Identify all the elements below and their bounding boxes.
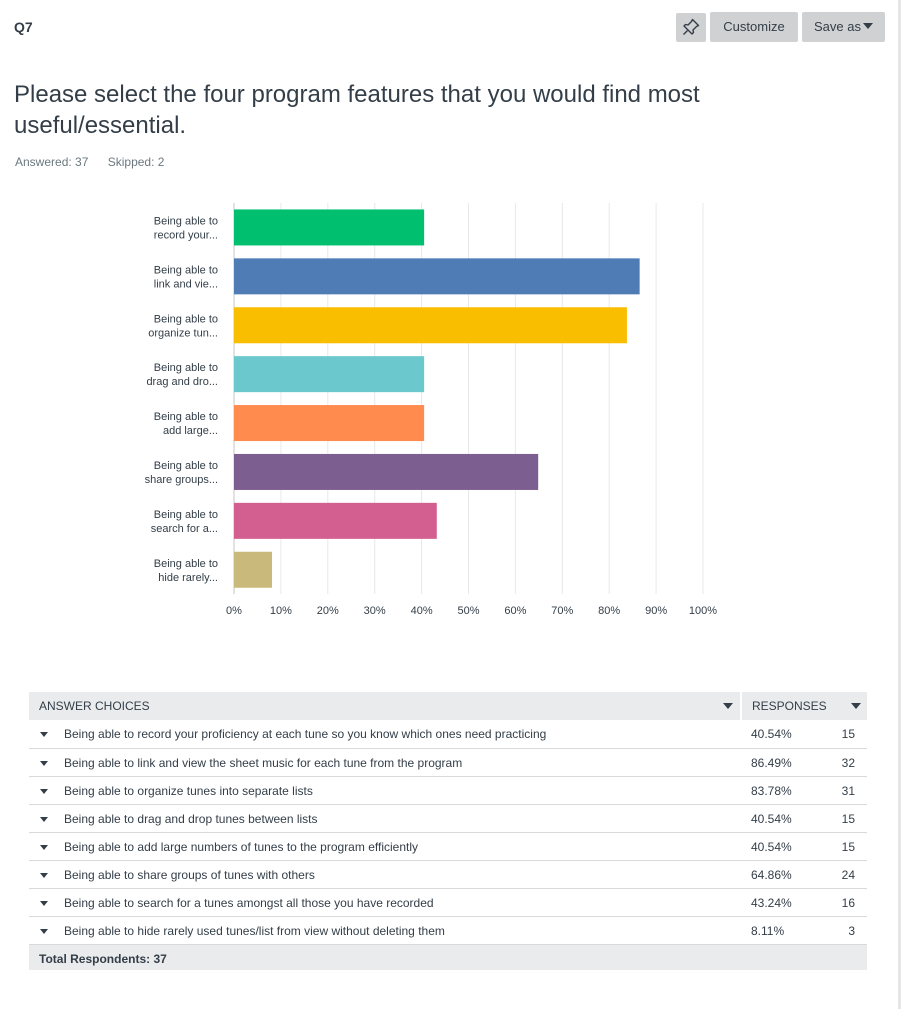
caret-down-icon[interactable] xyxy=(723,703,733,709)
save-as-button[interactable]: Save as xyxy=(802,12,885,42)
table-header-row: ANSWER CHOICES RESPONSES xyxy=(29,692,867,720)
answer-choice: Being able to organize tunes into separa… xyxy=(64,783,313,798)
bar-chart: 0% 10% 20% 30% 40% 50% 60% 70% 80% 90% 100% Being a… xyxy=(145,203,717,617)
expand-caret-icon[interactable] xyxy=(40,844,48,850)
category-label: Being able to xyxy=(154,313,218,325)
response-count: 32 xyxy=(841,755,855,770)
bar xyxy=(234,258,640,295)
expand-caret-icon[interactable] xyxy=(40,732,48,737)
bar xyxy=(234,551,273,588)
response-percent: 40.54% xyxy=(751,839,792,854)
caret-down-icon xyxy=(862,23,873,29)
responses-header-label: RESPONSES xyxy=(752,699,827,713)
table-row: Being able to add large numbers of tunes… xyxy=(29,832,867,861)
category-label: link and vie... xyxy=(154,278,218,290)
answer-choice: Being able to add large numbers of tunes… xyxy=(64,839,418,854)
response-count: 3 xyxy=(848,923,855,938)
answer-choice: Being able to search for a tunes amongst… xyxy=(64,895,434,910)
table-row: Being able to drag and drop tunes betwee… xyxy=(29,804,867,833)
bar xyxy=(234,307,627,344)
x-tick-label: 0% xyxy=(226,605,242,617)
category-label: add large... xyxy=(163,425,218,437)
response-percent: 43.24% xyxy=(751,895,792,910)
table-row: Being able to hide rarely used tunes/lis… xyxy=(29,916,867,945)
answer-choices-header[interactable]: ANSWER CHOICES xyxy=(29,692,741,720)
responses-header[interactable]: RESPONSES xyxy=(740,692,867,720)
total-respondents: Total Respondents: 37 xyxy=(39,951,167,966)
answer-choices-header-label: ANSWER CHOICES xyxy=(39,699,150,713)
response-count: 15 xyxy=(841,811,855,826)
bar xyxy=(234,453,539,490)
response-percent: 64.86% xyxy=(751,867,792,882)
category-label: organize tun... xyxy=(148,327,218,339)
expand-caret-icon[interactable] xyxy=(40,928,48,934)
x-tick-label: 60% xyxy=(504,605,526,617)
response-percent: 86.49% xyxy=(751,755,792,770)
bar xyxy=(234,502,437,539)
x-tick-label: 40% xyxy=(411,605,433,617)
category-label: Being able to xyxy=(154,460,218,472)
x-tick-label: 50% xyxy=(457,605,479,617)
answer-choice: Being able to share groups of tunes with… xyxy=(64,867,315,882)
expand-caret-icon[interactable] xyxy=(40,872,48,878)
category-label: Being able to xyxy=(154,509,218,521)
answer-choice: Being able to hide rarely used tunes/lis… xyxy=(64,923,445,938)
category-label: Being able to xyxy=(154,264,218,276)
category-label: Being able to xyxy=(154,362,218,374)
bar xyxy=(234,356,425,393)
answer-choice: Being able to drag and drop tunes betwee… xyxy=(64,811,318,826)
customize-button[interactable]: Customize xyxy=(710,12,798,42)
x-tick-label: 30% xyxy=(364,605,386,617)
table-row: Being able to search for a tunes amongst… xyxy=(29,888,867,917)
answered-count: Answered: 37 xyxy=(15,155,89,169)
pin-icon xyxy=(683,18,700,35)
x-tick-label: 20% xyxy=(317,605,339,617)
x-tick-label: 100% xyxy=(689,605,717,617)
response-count: 31 xyxy=(841,783,855,798)
category-label: share groups... xyxy=(145,474,218,486)
category-label: drag and dro... xyxy=(146,376,218,388)
response-count: 15 xyxy=(841,727,855,741)
responses-table: ANSWER CHOICES RESPONSES Being able to r… xyxy=(29,692,867,970)
response-percent: 40.54% xyxy=(751,727,792,741)
response-count: 24 xyxy=(841,867,855,882)
skipped-count: Skipped: 2 xyxy=(107,155,165,169)
bar xyxy=(234,405,425,442)
response-percent: 8.11% xyxy=(751,923,785,938)
expand-caret-icon[interactable] xyxy=(40,900,48,906)
answer-choice: Being able to link and view the sheet mu… xyxy=(64,755,463,770)
response-count: 15 xyxy=(841,839,855,854)
table-row: Being able to record your proficiency at… xyxy=(29,720,867,749)
caret-down-icon[interactable] xyxy=(851,703,861,709)
total-respondents-row: Total Respondents: 37 xyxy=(29,944,867,970)
x-tick-label: 80% xyxy=(598,605,620,617)
category-label: Being able to xyxy=(154,411,218,423)
expand-caret-icon[interactable] xyxy=(40,816,48,822)
question-title: Please select the four program features … xyxy=(14,81,700,139)
category-label: hide rarely... xyxy=(158,572,218,584)
table-row: Being able to organize tunes into separa… xyxy=(29,776,867,805)
category-label: record your... xyxy=(154,229,218,241)
response-percent: 40.54% xyxy=(751,811,792,826)
response-stats: Answered: 37 Skipped: 2 xyxy=(15,155,180,169)
page-right-border xyxy=(898,0,901,1009)
category-label: search for a... xyxy=(151,523,218,535)
table-row: Being able to share groups of tunes with… xyxy=(29,860,867,889)
expand-caret-icon[interactable] xyxy=(40,788,48,794)
table-row: Being able to link and view the sheet mu… xyxy=(29,748,867,777)
x-tick-label: 10% xyxy=(270,605,292,617)
category-label: Being able to xyxy=(154,558,218,570)
response-percent: 83.78% xyxy=(751,783,792,798)
save-as-label: Save as xyxy=(814,19,861,34)
bar xyxy=(234,209,425,246)
question-number: Q7 xyxy=(14,19,33,35)
x-tick-label: 90% xyxy=(645,605,667,617)
response-count: 16 xyxy=(841,895,855,910)
answer-choice: Being able to record your proficiency at… xyxy=(64,727,547,741)
x-tick-label: 70% xyxy=(551,605,573,617)
category-label: Being able to xyxy=(154,215,218,227)
pin-button[interactable] xyxy=(676,13,706,42)
expand-caret-icon[interactable] xyxy=(40,760,48,766)
